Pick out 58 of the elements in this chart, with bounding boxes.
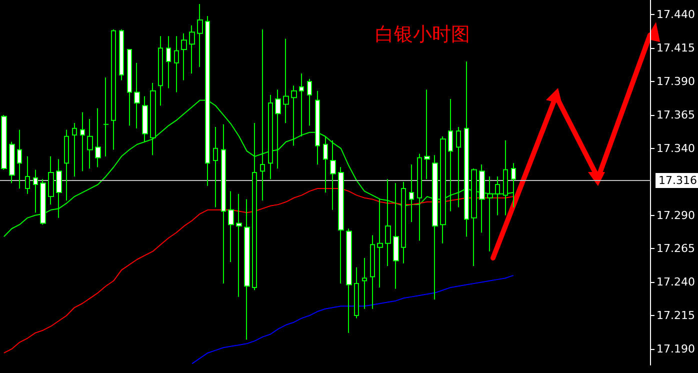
candlestick [181,32,187,81]
candlestick [370,234,375,310]
candlestick [479,164,485,234]
candlestick [33,169,38,214]
candlestick [174,36,179,93]
y-tick-label: 17.290 [656,208,696,222]
candlestick [87,118,93,169]
candlestick [503,140,508,216]
text: 白银小时图 [375,24,470,46]
candlestick [119,28,124,81]
candlestick [323,136,328,194]
candlestick [495,176,500,216]
candlestick [72,122,77,177]
candlestick [362,258,367,310]
candlestick [1,114,7,170]
candlestick [48,156,54,206]
candlestick [456,126,461,208]
candlestick [346,228,352,334]
ref-line-label: 17.316 [658,174,698,187]
candlestick [95,108,101,168]
candlestick [17,129,22,190]
y-tick-label: 17.215 [656,309,696,322]
candlestick [111,28,116,150]
line-series [192,274,514,364]
candlestick [80,112,85,172]
candlestick [236,193,242,298]
candlestick [354,266,359,319]
candlestick [166,36,171,89]
candlestick [25,156,30,194]
candlestick [103,77,109,157]
y-tick-label: 17.190 [656,342,696,356]
y-tick-label: 17.265 [656,242,696,256]
candlestick [221,124,226,284]
candlestick [330,140,336,210]
candlestick [158,36,163,106]
candlestick [134,62,140,129]
candlestick [64,129,69,202]
candlestick [189,24,195,74]
y-tick-label: 17.440 [656,8,696,22]
candlestick [338,166,344,284]
candlestick [127,48,132,126]
y-tick-label: 17.240 [656,276,696,289]
y-tick-label: 17.340 [656,142,696,155]
y-tick-label: 17.415 [656,42,696,55]
candlestick [283,38,289,124]
line-series [3,188,514,354]
candlestick [424,89,430,180]
candlestick [56,158,62,218]
candlestick [409,164,414,222]
candlestick [244,198,250,340]
y-tick-label: 17.390 [656,75,696,88]
candlestick [228,190,234,263]
candlestick [40,178,46,226]
candlestick [197,4,203,68]
candlestick [213,126,218,208]
y-tick-label: 17.365 [656,108,696,122]
candlestick [307,78,312,126]
candlestick [9,141,15,184]
